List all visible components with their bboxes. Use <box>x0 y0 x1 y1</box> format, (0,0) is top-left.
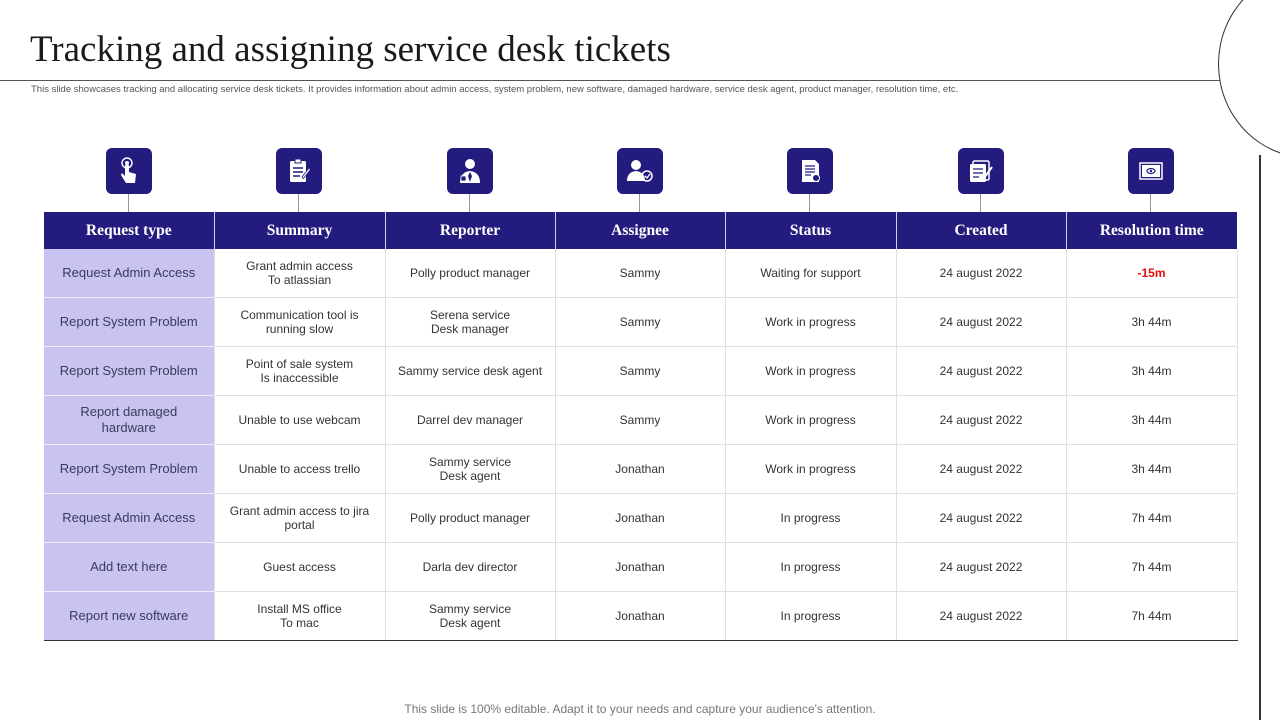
column-header: Summary <box>214 212 386 249</box>
cell-request-type: Report System Problem <box>44 444 215 494</box>
column-icons <box>44 148 1237 212</box>
cell-reporter: Sammy service Desk agent <box>385 591 556 641</box>
cell-created: 24 august 2022 <box>896 346 1067 396</box>
cell-assignee: Jonathan <box>555 591 726 641</box>
cell-resolution-time: 7h 44m <box>1066 542 1238 592</box>
cell-status: In progress <box>725 591 897 641</box>
status-document-icon <box>787 148 833 194</box>
column-header: Assignee <box>555 212 726 249</box>
cell-status: In progress <box>725 542 897 592</box>
table-row: Request Admin Access Grant admin access t… <box>44 493 1238 543</box>
table-header-row: Request type Summary Reporter Assignee S… <box>44 212 1237 249</box>
table-row: Add text here Guest access Darla dev direc… <box>44 542 1238 592</box>
table-row: Report System Problem Point of sale syste… <box>44 346 1238 396</box>
created-notes-icon <box>958 148 1004 194</box>
cell-resolution-time: 7h 44m <box>1066 493 1238 543</box>
reporter-person-icon <box>447 148 493 194</box>
cell-request-type: Add text here <box>44 542 215 592</box>
cell-assignee: Sammy <box>555 297 726 347</box>
column-header: Created <box>896 212 1067 249</box>
cell-reporter: Serena service Desk manager <box>385 297 556 347</box>
table-row: Request Admin Access Grant admin access To… <box>44 249 1238 298</box>
cell-assignee: Sammy <box>555 395 726 445</box>
assignee-person-icon <box>617 148 663 194</box>
cell-created: 24 august 2022 <box>896 395 1067 445</box>
cell-reporter: Polly product manager <box>385 493 556 543</box>
icon-cell <box>214 148 384 212</box>
cell-assignee: Jonathan <box>555 493 726 543</box>
cell-resolution-time: 3h 44m <box>1066 444 1238 494</box>
table-row: Report System Problem Unable to access tr… <box>44 444 1238 494</box>
cell-created: 24 august 2022 <box>896 542 1067 592</box>
title-divider <box>0 80 1220 81</box>
clipboard-icon <box>276 148 322 194</box>
cell-request-type: Report damaged hardware <box>44 395 215 445</box>
column-header: Reporter <box>385 212 556 249</box>
cell-resolution-time: 3h 44m <box>1066 297 1238 347</box>
cell-created: 24 august 2022 <box>896 249 1067 298</box>
cell-created: 24 august 2022 <box>896 444 1067 494</box>
column-header: Status <box>725 212 897 249</box>
table-row: Report new software Install MS office To m… <box>44 591 1238 641</box>
cell-assignee: Jonathan <box>555 444 726 494</box>
icon-cell <box>896 148 1066 212</box>
cell-resolution-time: 3h 44m <box>1066 395 1238 445</box>
cell-summary: Install MS office To mac <box>214 591 386 641</box>
page-title: Tracking and assigning service desk tick… <box>30 29 671 70</box>
cell-reporter: Darla dev director <box>385 542 556 592</box>
cell-summary: Unable to use webcam <box>214 395 386 445</box>
icon-cell <box>385 148 555 212</box>
cell-reporter: Sammy service Desk agent <box>385 444 556 494</box>
table-row: Report damaged hardware Unable to use webc… <box>44 395 1238 445</box>
cell-resolution-time: 3h 44m <box>1066 346 1238 396</box>
cell-request-type: Report System Problem <box>44 346 215 396</box>
cell-summary: Unable to access trello <box>214 444 386 494</box>
cell-status: Work in progress <box>725 444 897 494</box>
cell-summary: Communication tool is running slow <box>214 297 386 347</box>
icon-cell <box>555 148 725 212</box>
decorative-vertical-line <box>1259 155 1261 720</box>
cell-request-type: Request Admin Access <box>44 493 215 543</box>
cell-assignee: Jonathan <box>555 542 726 592</box>
cell-request-type: Report new software <box>44 591 215 641</box>
cell-created: 24 august 2022 <box>896 493 1067 543</box>
cell-summary: Grant admin access To atlassian <box>214 249 386 298</box>
footer-note: This slide is 100% editable. Adapt it to… <box>404 702 876 716</box>
page-subtitle: This slide showcases tracking and alloca… <box>31 84 959 95</box>
touch-icon <box>106 148 152 194</box>
cell-reporter: Darrel dev manager <box>385 395 556 445</box>
table-row: Report System Problem Communication tool … <box>44 297 1238 347</box>
column-header: Resolution time <box>1066 212 1237 249</box>
cell-created: 24 august 2022 <box>896 591 1067 641</box>
decorative-circle <box>1200 0 1280 170</box>
cell-status: Waiting for support <box>725 249 897 298</box>
cell-request-type: Request Admin Access <box>44 249 215 298</box>
column-header: Request type <box>44 212 215 249</box>
cell-assignee: Sammy <box>555 249 726 298</box>
cell-resolution-time: 7h 44m <box>1066 591 1238 641</box>
cell-reporter: Sammy service desk agent <box>385 346 556 396</box>
cell-status: Work in progress <box>725 346 897 396</box>
tickets-table: Request type Summary Reporter Assignee S… <box>44 212 1238 641</box>
cell-status: Work in progress <box>725 297 897 347</box>
cell-status: Work in progress <box>725 395 897 445</box>
cell-created: 24 august 2022 <box>896 297 1067 347</box>
cell-reporter: Polly product manager <box>385 249 556 298</box>
cell-summary: Point of sale system Is inaccessible <box>214 346 386 396</box>
icon-cell <box>44 148 214 212</box>
cell-assignee: Sammy <box>555 346 726 396</box>
icon-cell <box>1066 148 1236 212</box>
cell-resolution-time: -15m <box>1066 249 1238 298</box>
cell-request-type: Report System Problem <box>44 297 215 347</box>
cell-summary: Guest access <box>214 542 386 592</box>
resolution-monitor-icon <box>1128 148 1174 194</box>
cell-summary: Grant admin access to jira portal <box>214 493 386 543</box>
icon-cell <box>725 148 895 212</box>
cell-status: In progress <box>725 493 897 543</box>
